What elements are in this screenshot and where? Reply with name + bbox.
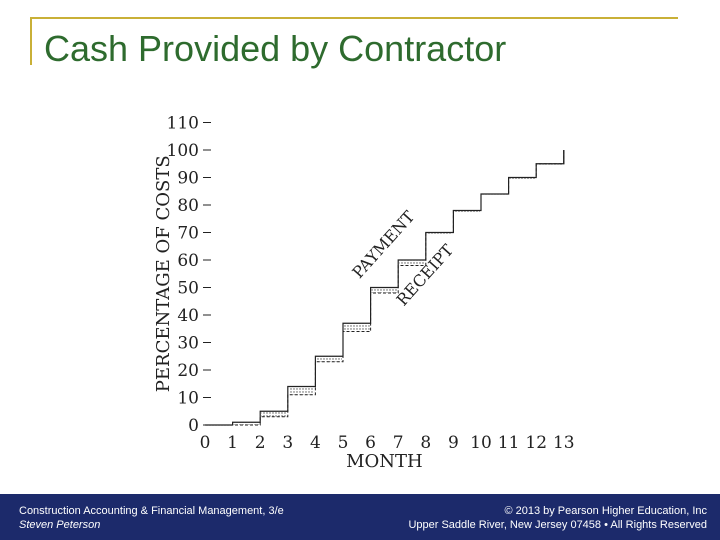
footer-author: Steven Peterson bbox=[19, 519, 101, 531]
y-tick-label: 30 bbox=[177, 334, 199, 354]
x-tick-label: 12 bbox=[525, 433, 547, 453]
gap-shading bbox=[261, 411, 287, 417]
x-tick-label: 3 bbox=[282, 433, 293, 453]
x-axis-title: MONTH bbox=[346, 451, 423, 472]
y-tick-label: 50 bbox=[177, 279, 199, 299]
slide-title: Cash Provided by Contractor bbox=[44, 28, 507, 69]
gap-shading bbox=[509, 177, 536, 179]
gap-shading bbox=[288, 386, 315, 395]
gap-shading bbox=[482, 194, 508, 196]
footer-bar bbox=[0, 494, 720, 540]
x-tick-label: 4 bbox=[310, 433, 321, 453]
receipt-annotation: RECEIPT bbox=[393, 240, 458, 309]
x-tick-label: 1 bbox=[227, 433, 238, 453]
x-tick-label: 11 bbox=[498, 433, 520, 453]
footer-copyright: © 2013 by Pearson Higher Education, Inc bbox=[504, 505, 707, 517]
x-tick-label: 7 bbox=[393, 433, 404, 453]
x-tick-label: 8 bbox=[420, 433, 431, 453]
x-tick-label: 0 bbox=[200, 433, 211, 453]
payment-line bbox=[205, 150, 565, 426]
x-tick-label: 10 bbox=[470, 433, 492, 453]
gap-shading bbox=[344, 323, 370, 332]
x-tick-label: 5 bbox=[338, 433, 349, 453]
gap-shading bbox=[399, 260, 425, 266]
y-tick-label: 40 bbox=[177, 306, 199, 326]
y-tick-label: 60 bbox=[177, 251, 199, 271]
gap-shading bbox=[233, 422, 260, 425]
y-tick-label: 80 bbox=[177, 196, 199, 216]
gap-shading bbox=[537, 163, 563, 166]
x-tick-label: 9 bbox=[448, 433, 459, 453]
y-tick-label: 0 bbox=[188, 416, 199, 436]
y-axis-title: PERCENTAGE OF COSTS bbox=[153, 155, 174, 392]
x-tick-label: 2 bbox=[255, 433, 266, 453]
gap-shading bbox=[454, 210, 480, 212]
y-tick-label: 70 bbox=[177, 224, 199, 244]
x-tick-label: 6 bbox=[365, 433, 376, 453]
footer-course-title: Construction Accounting & Financial Mana… bbox=[19, 505, 284, 517]
y-tick-label: 90 bbox=[177, 169, 199, 189]
y-tick-label: 110 bbox=[167, 114, 199, 134]
y-tick-label: 20 bbox=[177, 361, 199, 381]
gap-shading bbox=[426, 232, 453, 234]
gap-shading bbox=[206, 425, 232, 427]
title-frame-top bbox=[30, 17, 678, 19]
x-tick-label: 13 bbox=[553, 433, 575, 453]
y-tick-label: 100 bbox=[167, 141, 199, 161]
payment-annotation: PAYMENT bbox=[348, 207, 418, 282]
footer-rights: Upper Saddle River, New Jersey 07458 • A… bbox=[408, 519, 707, 531]
y-tick-label: 10 bbox=[177, 389, 199, 409]
gap-shading bbox=[316, 356, 342, 362]
gap-shading bbox=[371, 287, 398, 293]
title-frame-left bbox=[30, 17, 32, 65]
